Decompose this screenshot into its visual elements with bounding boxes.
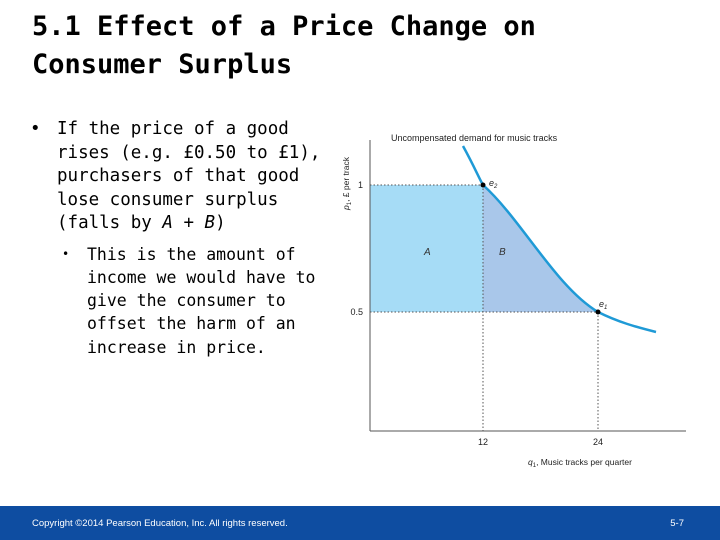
bullet-2-text: This is the amount of income we would ha…: [87, 244, 316, 357]
point-e2: [480, 182, 486, 188]
x-label-sub: 1: [533, 463, 537, 469]
y-label-sub: 1: [347, 201, 353, 205]
x-label-symbol: q: [528, 457, 533, 467]
bullet-1-var-a: A: [162, 213, 173, 233]
bullet-list: • If the price of a good rises (e.g. £0.5…: [30, 118, 330, 359]
chart-title: Uncompensated demand for music tracks: [391, 133, 558, 143]
point-e1: [595, 309, 601, 315]
bullet-dot: •: [30, 119, 41, 139]
y-tick-1: 1: [358, 180, 363, 190]
title-line-1: 5.1 Effect of a Price Change on: [32, 11, 536, 42]
e1-sub: 1: [604, 305, 607, 311]
x-label-rest: , Music tracks per quarter: [536, 457, 632, 467]
x-tick-24: 24: [593, 437, 603, 447]
point-e1-label: e1: [599, 299, 607, 311]
e2-sub: 2: [493, 184, 498, 190]
area-a-label: A: [423, 247, 431, 258]
slide-title: 5.1 Effect of a Price Change on Consumer…: [32, 8, 632, 84]
page-number: 5-7: [670, 518, 684, 529]
demand-chart: Uncompensated demand for music tracks p1…: [341, 133, 686, 469]
copyright-text: Copyright ©2014 Pearson Education, Inc. …: [32, 518, 288, 529]
e1-name: e: [599, 299, 604, 309]
point-e2-label: e2: [489, 178, 498, 190]
title-line-2: Consumer Surplus: [32, 49, 293, 80]
y-label-symbol: p: [341, 205, 351, 211]
sub-bullet-dot: •: [62, 246, 70, 261]
demand-curve: [461, 145, 657, 334]
bullet-1: • If the price of a good rises (e.g. £0.5…: [30, 118, 330, 236]
y-label-rest: , £ per track: [341, 156, 351, 202]
y-axis-label: p1, £ per track: [341, 156, 353, 211]
bullet-1-text: If the price of a good rises (e.g. £0.50…: [57, 119, 321, 233]
x-axis-label: q1, Music tracks per quarter: [528, 457, 632, 469]
e2-name: e: [489, 178, 494, 188]
y-tick-05: 0.5: [350, 307, 363, 317]
bullet-2: • This is the amount of income we would h…: [62, 243, 330, 359]
x-tick-12: 12: [478, 437, 488, 447]
bullet-1-plus: +: [172, 213, 205, 233]
area-b-label: B: [499, 247, 506, 258]
footer-bar: Copyright ©2014 Pearson Education, Inc. …: [0, 506, 720, 540]
area-a: [370, 185, 483, 312]
bullet-1-close: ): [215, 213, 226, 233]
bullet-1-var-b: B: [204, 213, 216, 233]
